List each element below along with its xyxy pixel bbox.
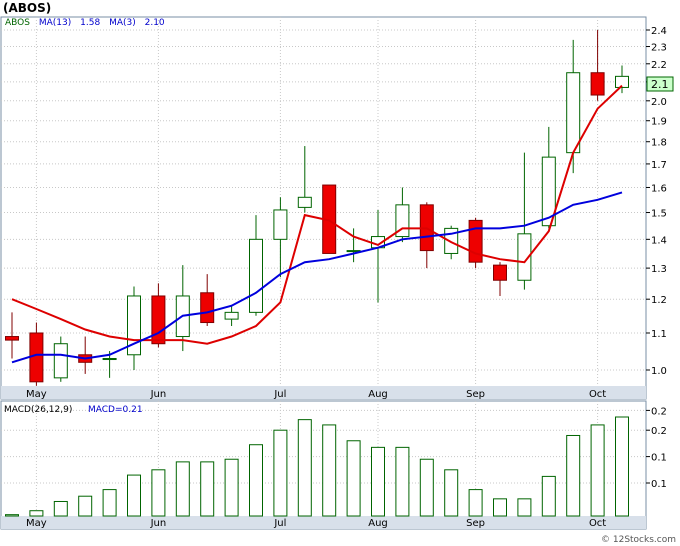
candle-up: [541, 156, 556, 227]
macd-month-label: Jul: [273, 518, 286, 529]
candle-down: [493, 264, 507, 281]
macd-bar: [395, 446, 410, 517]
macd-bar: [102, 489, 117, 517]
price-y-tick-label: 1.7: [651, 160, 667, 171]
candle-up: [273, 209, 288, 240]
macd-bar: [541, 475, 556, 517]
macd-bar: [615, 416, 629, 517]
candle-down: [200, 292, 215, 324]
macd-month-label: May: [26, 518, 47, 529]
macd-bar: [29, 510, 44, 517]
macd-y-tick-label: 0.1: [651, 479, 667, 490]
price-y-tick-label: 1.9: [651, 117, 667, 128]
price-month-label: Sep: [466, 389, 485, 400]
price-y-tick-label: 1.3: [651, 264, 667, 275]
price-y-tick-label: 2.3: [651, 43, 667, 54]
candle-up: [615, 75, 629, 88]
macd-bar: [200, 461, 215, 517]
macd-month-label: Sep: [466, 518, 485, 529]
price-y-tick-label: 2.2: [651, 60, 667, 71]
price-y-tick-label: 1.4: [651, 235, 667, 246]
legend-ticker: ABOS: [5, 18, 30, 28]
candle-up: [102, 358, 117, 361]
candles: [5, 30, 629, 386]
macd-y-tick-label: 0.1: [651, 453, 667, 464]
macd-bar: [566, 434, 581, 517]
price-y-tick-label: 1.8: [651, 138, 667, 149]
macd-month-labels: May Jun Jul Aug Sep Oct: [26, 518, 606, 529]
price-y-tick-label: 1.2: [651, 295, 667, 306]
macd-legend-left: MACD(26,12,9): [4, 405, 72, 415]
price-month-label: Oct: [589, 389, 606, 400]
current-price-marker: [646, 76, 674, 92]
price-y-tick-label: 1.0: [651, 366, 667, 377]
candle-up: [517, 233, 532, 281]
macd-y-tick-label: 0.2: [651, 406, 667, 417]
price-legend: ABOS MA(13) 1.58 MA(3) 2.10: [5, 18, 165, 28]
price-y-tick-label: 1.6: [651, 183, 667, 194]
macd-date-axis-band: [1, 516, 646, 529]
chart-title: (ABOS): [3, 1, 51, 15]
macd-bar: [419, 458, 434, 517]
macd-bar: [444, 469, 459, 517]
ma13-line: [11, 191, 623, 364]
price-y-tick-label: 2.4: [651, 26, 667, 37]
macd-bar: [127, 474, 141, 517]
macd-bar: [249, 444, 263, 517]
candle-up: [249, 238, 263, 313]
macd-bar: [297, 419, 312, 517]
macd-bar: [78, 495, 93, 517]
macd-y-axis: 0.1 0.1 0.2 0.2: [646, 406, 667, 490]
price-grid: [1, 17, 646, 386]
legend-ma3-value: 2.10: [145, 18, 165, 28]
macd-bar: [517, 498, 532, 517]
candle-up: [297, 196, 312, 208]
legend-ma13-value: 1.58: [80, 18, 100, 28]
macd-bar: [5, 514, 19, 517]
legend-ma13-label: MA(13): [39, 18, 71, 28]
macd-month-label: Aug: [368, 518, 388, 529]
price-y-tick-label: 1.1: [651, 329, 667, 340]
ma3-line: [11, 84, 623, 345]
price-y-axis: 1.0 1.1 1.2 1.3 1.4 1.5 1.6 1.7 1.8 1.9 2.0 2.1 2.2 2…: [646, 26, 667, 377]
macd-month-label: Oct: [589, 518, 606, 529]
macd-bar: [224, 458, 239, 517]
legend-ma3-label: MA(3): [109, 18, 136, 28]
macd-legend-right: MACD=0.21: [88, 405, 143, 415]
macd-bar: [493, 498, 507, 517]
candle-up: [224, 311, 239, 320]
candle-up: [566, 72, 581, 154]
candle-down: [151, 295, 166, 345]
price-month-label: Jul: [273, 389, 286, 400]
price-y-tick-label: 1.5: [651, 209, 667, 220]
macd-month-label: Jun: [150, 518, 167, 529]
watermark: © 12Stocks.com: [601, 535, 676, 545]
macd-bar: [53, 500, 68, 517]
price-y-tick-label: 2.0: [651, 97, 667, 108]
macd-bar: [590, 424, 605, 517]
price-date-axis-band: [1, 386, 646, 399]
candle-down: [590, 72, 605, 96]
macd-bars: [5, 416, 629, 517]
candle-down: [468, 219, 483, 263]
macd-bar: [175, 461, 190, 517]
candle-down: [29, 332, 44, 383]
macd-bar: [346, 440, 361, 517]
macd-bar: [322, 424, 337, 517]
price-month-labels: May Jun Jul Aug Sep Oct: [26, 389, 606, 400]
macd-bar: [371, 446, 385, 517]
candle-down: [5, 336, 19, 341]
current-price-label: 2.1: [651, 78, 669, 91]
macd-y-tick-label: 0.2: [651, 426, 667, 437]
macd-bar: [151, 469, 166, 517]
macd-bar: [273, 429, 288, 517]
price-month-label: Aug: [368, 389, 388, 400]
candle-up: [53, 343, 68, 379]
price-month-label: Jun: [150, 389, 167, 400]
price-month-label: May: [26, 389, 47, 400]
macd-bar: [468, 489, 483, 517]
